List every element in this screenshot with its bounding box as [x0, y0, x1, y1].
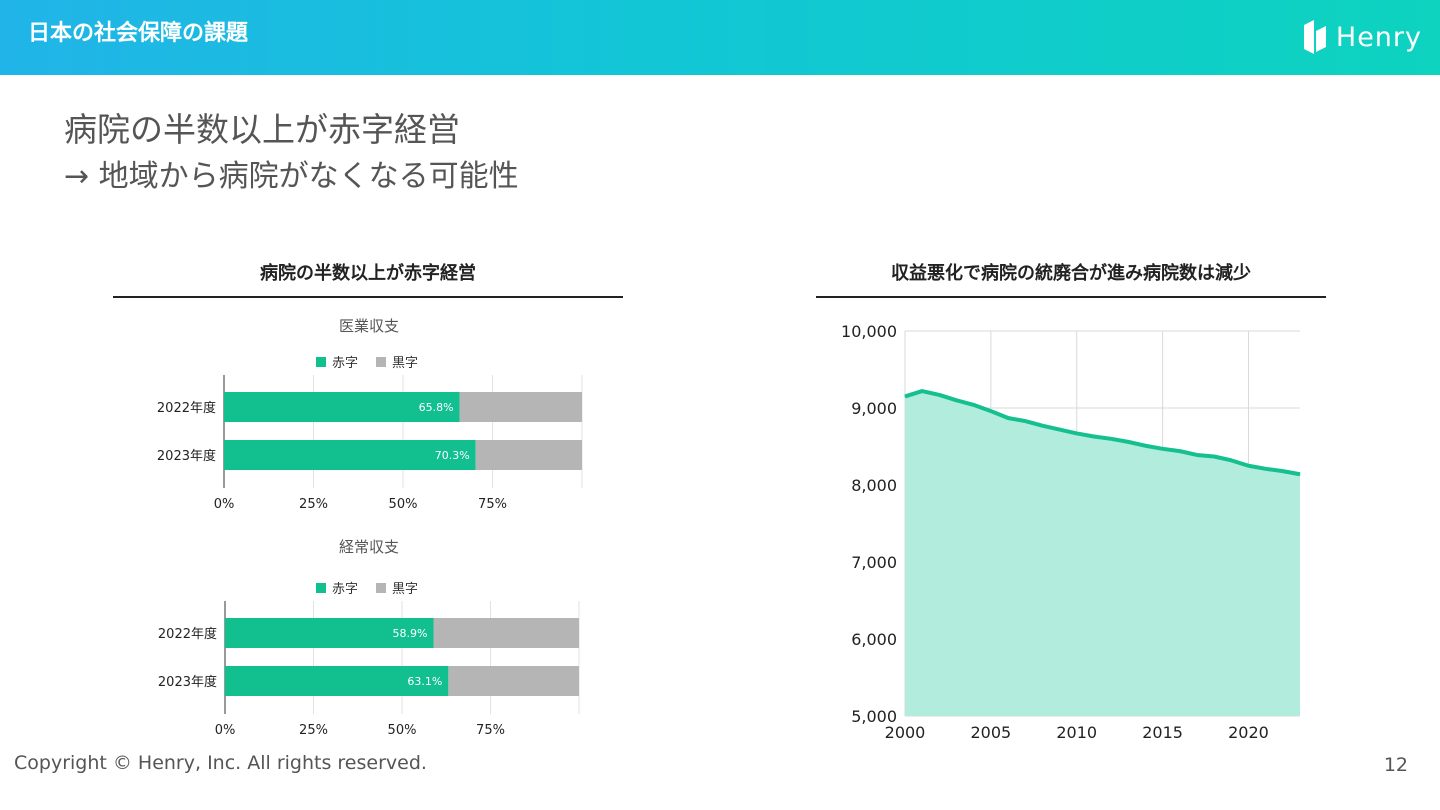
data-point — [973, 404, 975, 406]
data-point — [1265, 468, 1267, 470]
y-tick-label: 10,000 — [841, 322, 897, 341]
bar-surplus — [475, 440, 582, 470]
data-point — [1299, 473, 1301, 475]
bar-category-label: 2023年度 — [158, 674, 217, 690]
data-point — [1247, 465, 1249, 467]
data-point — [956, 399, 958, 401]
bar-chart-1: 2022年度 65.8% 2023年度 70.3% 0% 25% 50% 75% — [157, 375, 583, 512]
x-tick-label: 50% — [389, 497, 418, 512]
bar-category-label: 2023年度 — [157, 448, 216, 464]
bar-chart-2: 2022年度 58.9% 2023年度 63.1% 0% 25% 50% 75% — [158, 601, 580, 738]
legend-label-surplus: 黒字 — [392, 356, 419, 371]
bar-deficit — [225, 666, 449, 696]
page-headline: 病院の半数以上が赤字経営 — [64, 110, 460, 149]
x-tick-label: 2015 — [1142, 723, 1183, 742]
legend-swatch-surplus — [376, 356, 387, 367]
area-fill — [905, 391, 1300, 716]
legend-swatch-surplus — [376, 582, 387, 593]
bar-deficit — [224, 392, 460, 422]
x-tick-label: 2010 — [1056, 723, 1097, 742]
data-point — [904, 395, 906, 397]
left-section-rule — [113, 296, 623, 298]
bar-chart-1-legend: 赤字 黒字 — [316, 352, 436, 371]
henry-logo-icon — [1303, 20, 1326, 54]
x-tick-label: 75% — [476, 723, 505, 738]
x-tick-label: 25% — [299, 723, 328, 738]
header-bar: 日本の社会保障の課題 Henry — [0, 0, 1440, 75]
copyright-text: Copyright © Henry, Inc. All rights reser… — [14, 752, 427, 774]
data-point — [1093, 435, 1095, 437]
area-chart: 5,000 6,000 7,000 8,000 9,000 10,000 2000 2005 2… — [841, 322, 1301, 742]
bar-chart-1-title: 医業収支 — [338, 317, 399, 335]
bar-data-label: 58.9% — [393, 627, 428, 640]
bar-surplus — [448, 666, 579, 696]
y-tick-label: 8,000 — [851, 476, 897, 495]
left-section-title: 病院の半数以上が赤字経営 — [260, 263, 476, 284]
bar-category-label: 2022年度 — [158, 626, 217, 642]
logo-text: Henry — [1335, 21, 1422, 53]
legend-label-surplus: 黒字 — [392, 582, 419, 597]
data-point — [1127, 441, 1129, 443]
henry-logo: Henry — [1302, 17, 1422, 57]
data-point — [1024, 420, 1026, 422]
page-subline: → 地域から病院がなくなる可能性 — [64, 159, 519, 194]
bar-data-label: 63.1% — [407, 675, 442, 688]
y-tick-label: 5,000 — [851, 707, 897, 726]
bar-surplus — [459, 392, 582, 422]
data-point — [1059, 429, 1061, 431]
right-section-rule — [816, 296, 1326, 298]
data-point — [1162, 448, 1164, 450]
legend-swatch-deficit — [316, 356, 326, 367]
bar-chart-2-title: 経常収支 — [338, 538, 399, 556]
data-point — [1213, 456, 1215, 458]
data-point — [990, 410, 992, 412]
data-point — [1041, 425, 1043, 427]
data-point — [1076, 432, 1078, 434]
right-section-title: 収益悪化で病院の統廃合が進み病院数は減少 — [891, 263, 1251, 284]
y-tick-label: 7,000 — [851, 553, 897, 572]
data-point — [938, 394, 940, 396]
y-tick-label: 9,000 — [851, 399, 897, 418]
data-point — [1144, 445, 1146, 447]
x-tick-label: 2000 — [885, 723, 926, 742]
bar-deficit — [224, 440, 476, 470]
x-tick-label: 0% — [215, 723, 236, 738]
page-number: 12 — [1383, 754, 1408, 776]
bar-deficit — [225, 618, 434, 648]
x-tick-label: 25% — [299, 497, 328, 512]
data-point — [1110, 438, 1112, 440]
bar-data-label: 65.8% — [419, 401, 454, 414]
data-point — [1282, 470, 1284, 472]
x-tick-label: 2005 — [971, 723, 1012, 742]
bar-category-label: 2022年度 — [157, 400, 216, 416]
data-point — [1179, 450, 1181, 452]
area-line — [904, 389, 1301, 477]
bar-chart-2-legend: 赤字 黒字 — [316, 578, 436, 597]
x-tick-label: 0% — [214, 497, 235, 512]
x-tick-label: 2020 — [1228, 723, 1269, 742]
legend-swatch-deficit — [316, 582, 326, 593]
bar-data-label: 70.3% — [435, 449, 470, 462]
legend-label-deficit: 赤字 — [332, 582, 359, 597]
legend-label-deficit: 赤字 — [332, 356, 359, 371]
data-point — [921, 390, 923, 392]
x-tick-label: 75% — [478, 497, 507, 512]
header-title: 日本の社会保障の課題 — [28, 21, 249, 46]
data-point — [1230, 459, 1232, 461]
x-tick-label: 50% — [388, 723, 417, 738]
bar-surplus — [433, 618, 579, 648]
y-tick-label: 6,000 — [851, 630, 897, 649]
data-point — [1007, 417, 1009, 419]
data-point — [1196, 454, 1198, 456]
